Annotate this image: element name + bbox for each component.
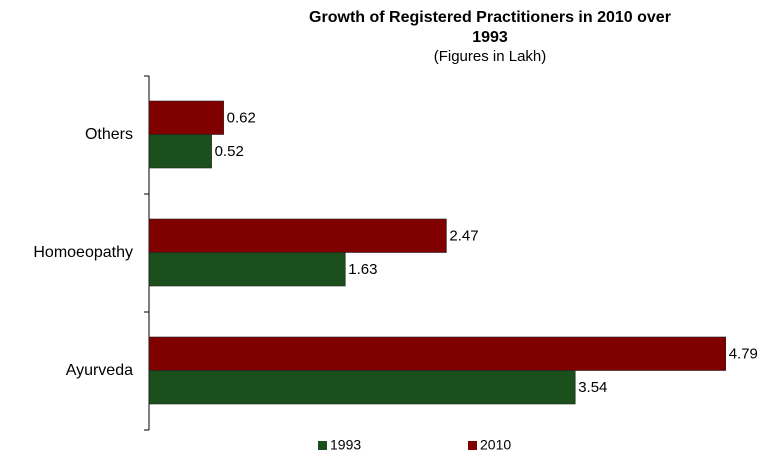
data-label: 0.62 [227, 110, 256, 127]
bar [148, 100, 224, 135]
bar [148, 252, 346, 287]
bar [148, 134, 212, 169]
y-tick-label: Ayurveda [66, 362, 133, 379]
chart-subtitle: (Figures in Lakh) [433, 48, 547, 65]
y-tick-label: Others [85, 126, 133, 143]
chart-title: Growth of Registered Practitioners in 20… [309, 9, 671, 46]
data-label: 3.54 [578, 379, 607, 396]
bar [148, 370, 576, 405]
bar [148, 218, 447, 253]
data-label: 0.52 [215, 143, 244, 160]
legend-label: 2010 [480, 437, 511, 453]
legend-swatch [468, 441, 477, 450]
bar [148, 336, 727, 371]
y-tick-label: Homoeopathy [33, 244, 133, 261]
legend-swatch [318, 441, 327, 450]
data-label: 1.63 [348, 261, 377, 278]
legend-label: 1993 [330, 437, 361, 453]
data-label: 4.79 [729, 346, 758, 363]
data-label: 2.47 [449, 228, 478, 245]
